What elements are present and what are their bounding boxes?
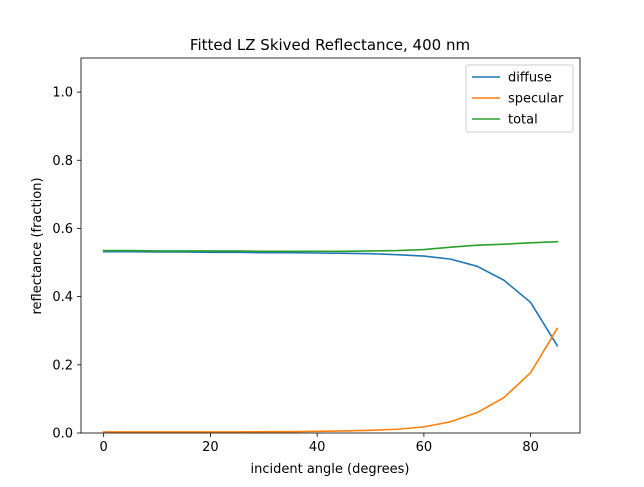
y-tick-label: 0.0 xyxy=(52,427,73,442)
y-tick-label: 0.8 xyxy=(52,154,73,169)
legend-label-specular: specular xyxy=(508,92,564,107)
x-tick-label: 60 xyxy=(416,440,433,455)
x-tick-label: 0 xyxy=(100,440,108,455)
legend-label-total: total xyxy=(508,113,538,128)
x-axis-label: incident angle (degrees) xyxy=(250,462,409,477)
chart-title: Fitted LZ Skived Reflectance, 400 nm xyxy=(190,36,470,54)
x-tick-label: 20 xyxy=(202,440,219,455)
series-line-specular xyxy=(102,327,559,433)
legend: diffuse specular total xyxy=(465,64,574,133)
y-axis-label: reflectance (fraction) xyxy=(30,177,45,314)
series-line-total xyxy=(102,240,559,253)
y-tick-label: 0.2 xyxy=(52,358,73,373)
series-line-diffuse xyxy=(102,250,559,347)
y-tick-label: 0.6 xyxy=(52,222,73,237)
legend-label-diffuse: diffuse xyxy=(508,71,552,86)
x-tick-label: 40 xyxy=(309,440,326,455)
legend-box xyxy=(465,64,574,133)
axes: 0 20 40 60 80 0.0 0.2 0.4 0.6 0.8 1.0 xyxy=(52,57,581,455)
y-tick-label: 1.0 xyxy=(52,86,73,101)
y-tick-label: 0.4 xyxy=(52,290,73,305)
plot-area xyxy=(102,240,559,433)
x-tick-label: 80 xyxy=(522,440,539,455)
plot-frame xyxy=(80,57,581,434)
